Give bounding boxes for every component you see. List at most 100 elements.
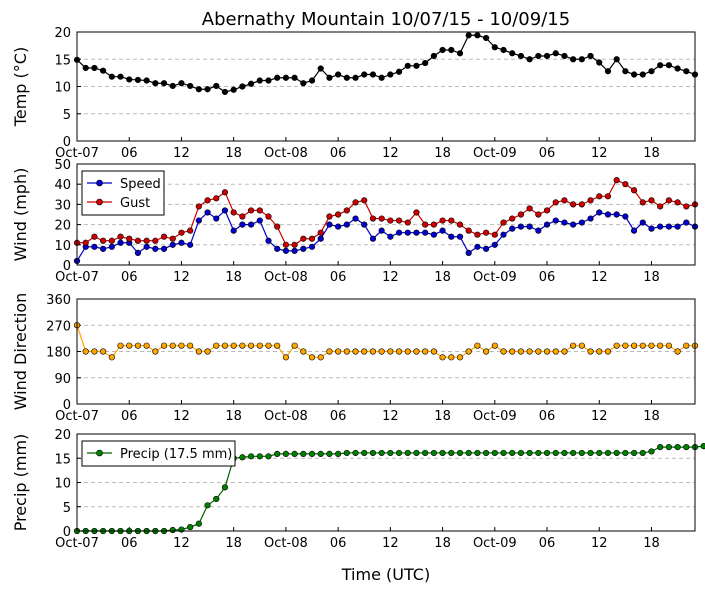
data-point bbox=[526, 449, 533, 457]
y-tick-label: 10 bbox=[54, 81, 71, 96]
data-point bbox=[204, 502, 211, 509]
data-point bbox=[291, 450, 298, 457]
data-point bbox=[500, 231, 507, 238]
data-point bbox=[300, 245, 307, 252]
data-point bbox=[578, 342, 585, 349]
data-point bbox=[604, 211, 612, 218]
data-point bbox=[178, 80, 185, 87]
data-point bbox=[256, 77, 263, 84]
data-point bbox=[509, 449, 516, 457]
data-point bbox=[169, 241, 176, 248]
data-point bbox=[465, 32, 472, 39]
data-point bbox=[369, 449, 377, 457]
data-point bbox=[361, 221, 368, 228]
y-tick-label: 360 bbox=[46, 293, 71, 308]
data-point bbox=[369, 71, 377, 78]
data-point bbox=[613, 211, 620, 218]
data-point bbox=[665, 62, 672, 69]
data-point bbox=[482, 229, 490, 236]
y-tick-label: 0 bbox=[63, 398, 71, 413]
data-point bbox=[134, 237, 142, 244]
data-point bbox=[247, 342, 255, 349]
data-point bbox=[683, 443, 690, 451]
data-point bbox=[300, 80, 307, 87]
y-tick-label: 15 bbox=[54, 53, 71, 68]
data-point bbox=[570, 342, 577, 349]
x-tick-label: 06 bbox=[539, 409, 556, 424]
x-tick-label: 18 bbox=[225, 536, 242, 551]
x-tick-label: Oct-07 bbox=[55, 146, 99, 161]
x-tick-label: Oct-09 bbox=[473, 270, 517, 285]
data-point bbox=[378, 348, 385, 355]
data-point bbox=[509, 348, 516, 355]
y-tick-label: 5 bbox=[63, 501, 71, 516]
data-point bbox=[543, 52, 551, 60]
data-point bbox=[187, 82, 194, 90]
data-point bbox=[674, 443, 681, 451]
data-point bbox=[239, 213, 246, 220]
data-point bbox=[100, 348, 107, 355]
y-axis-label-direction: Wind Direction bbox=[11, 293, 30, 411]
x-tick-label: Oct-09 bbox=[473, 536, 517, 551]
data-point bbox=[552, 199, 559, 206]
data-point bbox=[422, 229, 429, 236]
data-point bbox=[491, 44, 498, 51]
data-point bbox=[613, 177, 620, 184]
x-tick-label: 12 bbox=[591, 146, 608, 161]
data-point bbox=[535, 52, 542, 60]
data-point bbox=[570, 56, 577, 63]
data-point bbox=[317, 65, 324, 72]
x-tick-label: 06 bbox=[539, 270, 556, 285]
data-point bbox=[439, 46, 446, 54]
data-point bbox=[665, 197, 672, 204]
data-point bbox=[622, 181, 629, 188]
data-point bbox=[430, 348, 437, 355]
y-tick-label: 20 bbox=[54, 219, 71, 234]
axes-frame bbox=[76, 163, 696, 266]
data-point bbox=[335, 223, 342, 230]
x-tick-label: 18 bbox=[434, 270, 451, 285]
data-point bbox=[265, 213, 272, 220]
data-point bbox=[335, 71, 342, 78]
data-point bbox=[187, 342, 194, 349]
legend-marker bbox=[96, 449, 103, 457]
data-point bbox=[596, 348, 603, 355]
data-point bbox=[648, 68, 655, 75]
data-point bbox=[282, 247, 290, 254]
data-point bbox=[291, 342, 298, 349]
data-point bbox=[221, 88, 229, 96]
data-point bbox=[630, 449, 638, 457]
data-point bbox=[395, 348, 403, 355]
x-tick-label: 06 bbox=[539, 536, 556, 551]
data-point bbox=[404, 348, 411, 355]
legend-wind: Speed Gust bbox=[81, 170, 165, 216]
data-point bbox=[126, 76, 133, 83]
data-point bbox=[204, 348, 211, 355]
x-tick-label: 12 bbox=[382, 270, 399, 285]
data-point bbox=[91, 64, 98, 72]
y-tick-label: 50 bbox=[54, 158, 71, 173]
data-point bbox=[596, 449, 603, 457]
data-point bbox=[552, 449, 559, 457]
data-point bbox=[369, 215, 377, 222]
data-point bbox=[317, 235, 324, 242]
x-tick-label: 12 bbox=[173, 270, 190, 285]
data-point bbox=[657, 443, 664, 451]
data-point bbox=[343, 221, 350, 228]
data-point bbox=[265, 342, 272, 349]
data-point bbox=[387, 348, 394, 355]
data-point bbox=[178, 342, 185, 349]
y-tick-label: 30 bbox=[54, 198, 71, 213]
data-point bbox=[552, 217, 559, 224]
x-tick-label: Oct-08 bbox=[264, 270, 308, 285]
data-point bbox=[282, 450, 290, 457]
data-point bbox=[221, 189, 229, 196]
data-point bbox=[500, 348, 507, 355]
data-point bbox=[543, 449, 551, 457]
data-point bbox=[195, 348, 202, 355]
data-point bbox=[517, 211, 525, 218]
data-point bbox=[604, 348, 612, 355]
data-point bbox=[247, 207, 255, 214]
data-point bbox=[517, 449, 525, 457]
